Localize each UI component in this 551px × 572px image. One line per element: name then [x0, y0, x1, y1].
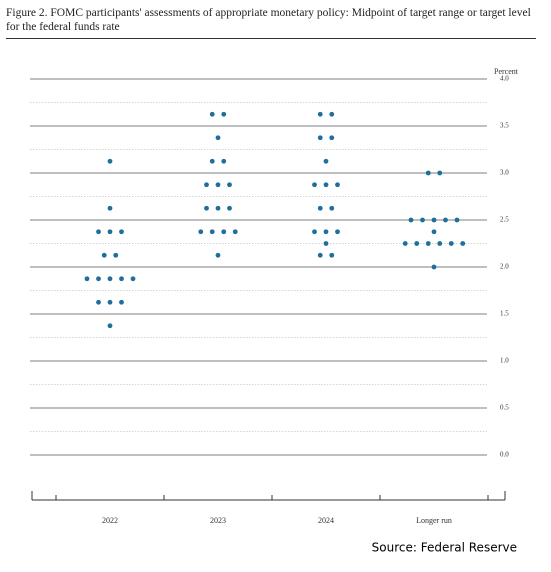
dot: [425, 170, 431, 176]
dot: [437, 170, 443, 176]
dot: [335, 229, 340, 235]
dot: [448, 241, 454, 246]
dot: [323, 182, 329, 188]
dot: [425, 241, 431, 246]
dot: [221, 111, 227, 117]
dot: [431, 264, 437, 270]
y-tick-label: 3.0: [500, 169, 509, 177]
y-tick-label: 3.5: [500, 122, 509, 130]
dot: [209, 229, 215, 235]
source-note: Source: Federal Reserve: [372, 541, 517, 555]
dot: [204, 205, 209, 211]
dot: [215, 135, 221, 141]
dot: [317, 135, 323, 141]
dot: [431, 217, 437, 223]
y-tick-label: 2.0: [500, 263, 509, 271]
dot: [329, 252, 335, 258]
y-tick-label: 0.0: [500, 451, 509, 459]
dot: [408, 217, 414, 223]
dot: [431, 229, 437, 235]
dot: [312, 229, 317, 235]
dot: [215, 205, 221, 211]
dot: [130, 276, 136, 282]
chart-title: Figure 2. FOMC participants' assessments…: [6, 6, 536, 39]
dot: [443, 217, 448, 223]
dot: [96, 299, 101, 305]
dot: [329, 205, 335, 211]
y-tick-label: 1.0: [500, 357, 509, 365]
dot: [204, 182, 209, 188]
y-tick-label: 1.5: [500, 310, 509, 318]
dot: [107, 323, 113, 329]
dot: [215, 182, 221, 188]
dot: [414, 241, 420, 246]
dot: [329, 111, 335, 117]
dot: [107, 299, 113, 305]
dot: [84, 276, 90, 282]
dot: [329, 135, 335, 141]
x-tick-label: 2023: [210, 516, 226, 525]
dot: [402, 241, 408, 246]
dot: [107, 158, 113, 164]
dot: [227, 205, 232, 211]
dot: [119, 276, 124, 282]
y-axis-label: Percent: [494, 67, 519, 76]
dot: [101, 252, 107, 258]
x-tick-label: Longer run: [416, 516, 452, 525]
dot: [460, 241, 466, 246]
dot: [119, 229, 124, 235]
dot: [96, 229, 101, 235]
y-tick-label: 0.5: [500, 404, 509, 412]
dot: [209, 111, 215, 117]
dot: [221, 158, 227, 164]
dot: [227, 182, 232, 188]
dot: [107, 276, 113, 282]
x-tick-label: 2022: [102, 516, 118, 525]
dot: [232, 229, 238, 235]
dot: [119, 299, 124, 305]
dot: [335, 182, 340, 188]
y-tick-label: 2.5: [500, 216, 509, 224]
dot: [113, 252, 119, 258]
dot: [323, 158, 329, 164]
dot: [198, 229, 204, 235]
dot: [215, 252, 221, 258]
dot: [437, 241, 443, 246]
dot: [107, 205, 113, 211]
dot: [317, 111, 323, 117]
dot: [317, 205, 323, 211]
dot: [312, 182, 317, 188]
dot: [323, 241, 329, 246]
dot: [221, 229, 227, 235]
dot: [317, 252, 323, 258]
y-tick-label: 4.0: [500, 75, 509, 83]
dot: [209, 158, 215, 164]
dot: [454, 217, 460, 223]
dot: [96, 276, 101, 282]
dot: [323, 229, 329, 235]
dot: [107, 229, 113, 235]
x-tick-label: 2024: [318, 516, 334, 525]
dot: [420, 217, 425, 223]
